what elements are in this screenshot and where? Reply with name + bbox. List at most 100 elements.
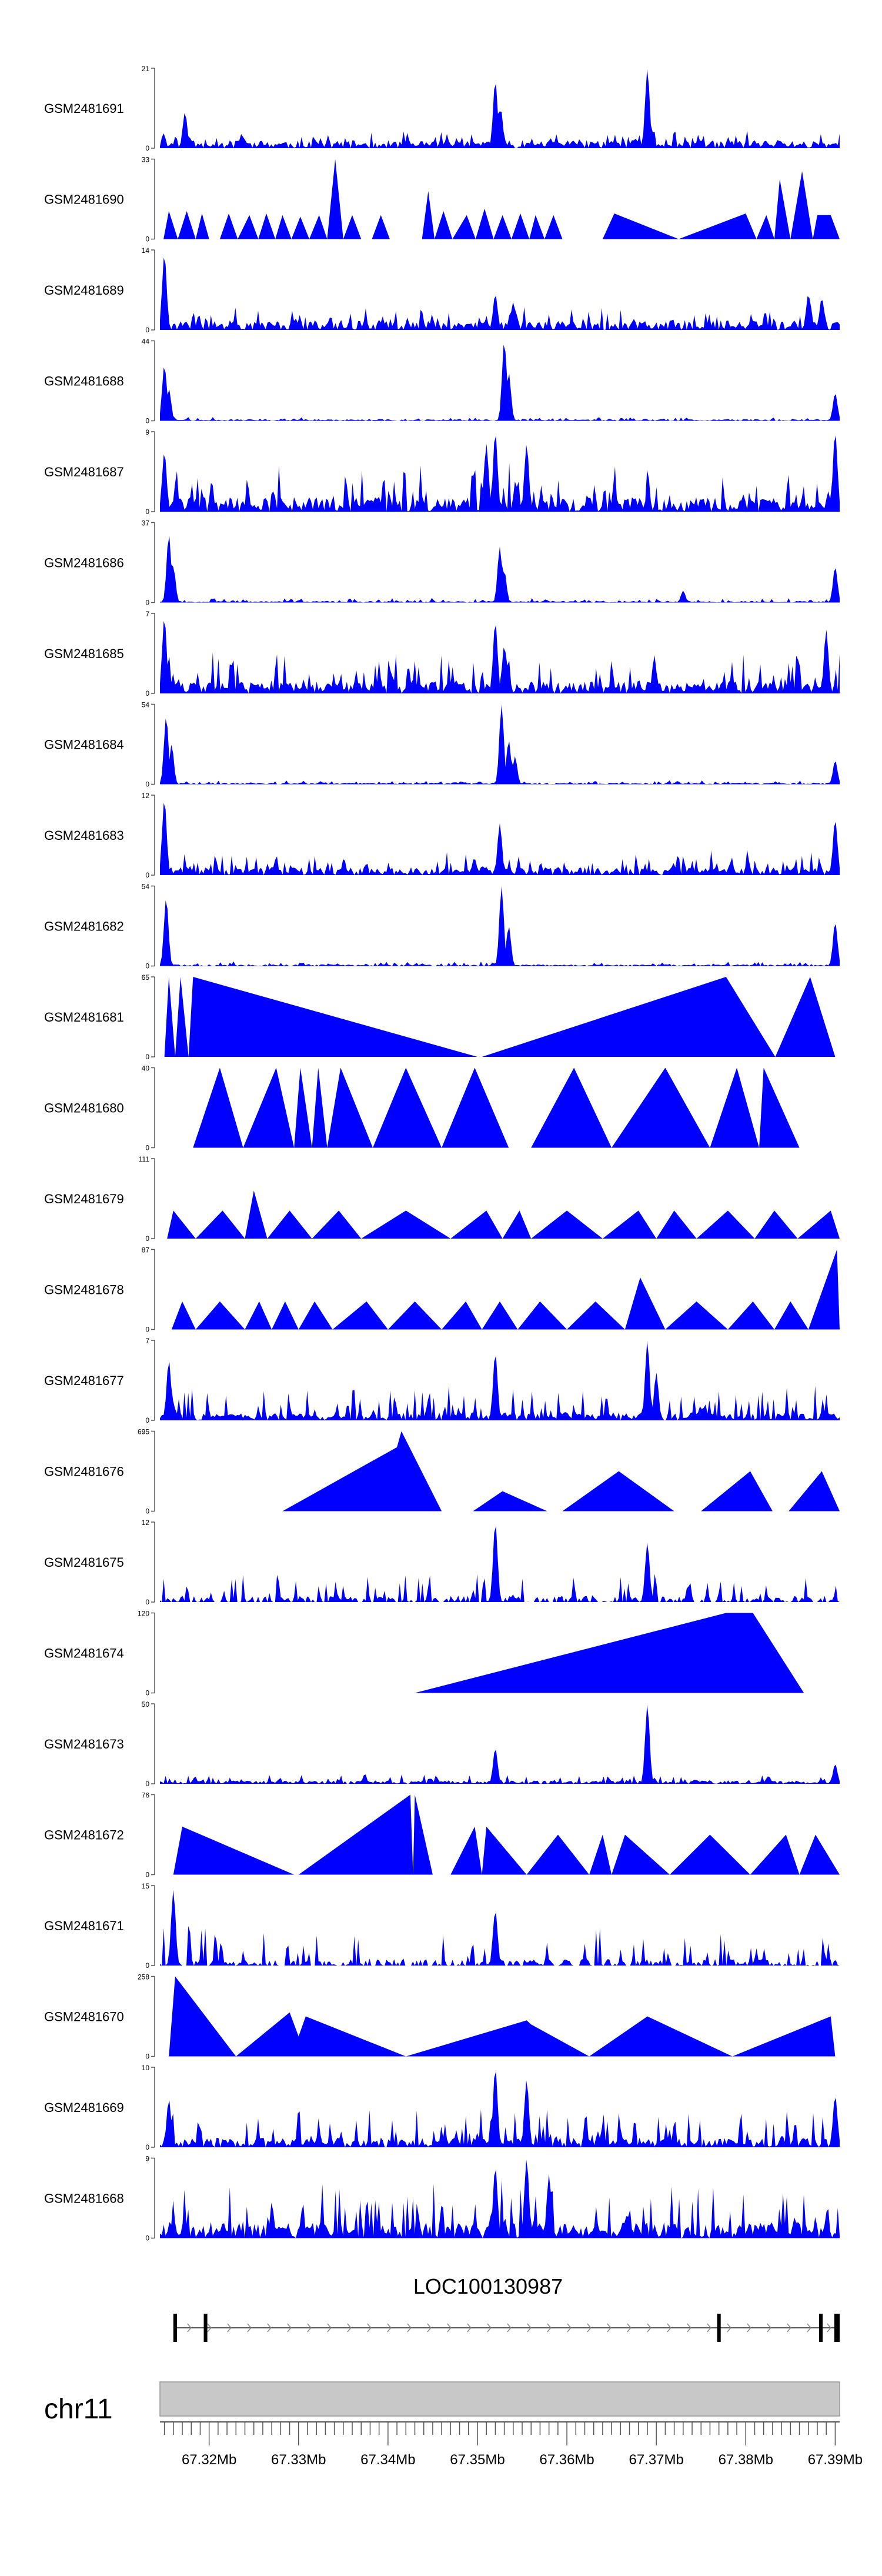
track-ymax-label: 76	[142, 1791, 150, 1800]
track-GSM2481681: GSM2481681 65 0	[44, 973, 836, 1061]
track-label: GSM2481680	[44, 1101, 124, 1116]
track-GSM2481682: GSM2481682 54 0	[44, 883, 840, 970]
strand-arrow	[487, 2323, 492, 2333]
strand-arrow	[507, 2323, 512, 2333]
track-label: GSM2481691	[44, 101, 124, 116]
track-GSM2481678: GSM2481678 87 0	[44, 1246, 840, 1334]
axis-tick-label: 67.37Mb	[629, 2452, 683, 2468]
track-ymax-label: 258	[138, 1973, 149, 1981]
track-GSM2481688: GSM2481688 44 0	[44, 338, 840, 425]
track-ymin-label: 0	[145, 144, 149, 152]
track-ymax-label: 37	[142, 519, 150, 528]
track-ymax-label: 12	[142, 792, 150, 800]
gene-annotation-track: LOC100130987	[173, 2274, 840, 2342]
track-ymax-label: 10	[142, 2064, 150, 2072]
track-GSM2481674: GSM2481674 120 0	[44, 1610, 804, 1697]
track-GSM2481691: GSM2481691 21 0	[44, 65, 840, 152]
chromosome-band	[159, 2381, 840, 2417]
track-label: GSM2481687	[44, 465, 124, 479]
gene-exon	[819, 2314, 823, 2342]
track-ymax-label: 33	[142, 156, 150, 164]
track-ymax-label: 7	[145, 1337, 149, 1345]
track-label: GSM2481671	[44, 1918, 124, 1933]
axis-tick-label: 67.36Mb	[539, 2452, 594, 2468]
coverage-area	[282, 1431, 840, 1511]
strand-arrow	[667, 2323, 671, 2333]
track-GSM2481690: GSM2481690 33 0	[44, 156, 840, 243]
track-GSM2481687: GSM2481687 9 0	[44, 428, 840, 516]
axis-tick-label: 67.34Mb	[360, 2452, 415, 2468]
track-label: GSM2481688	[44, 374, 124, 389]
track-ymax-label: 111	[139, 1155, 150, 1163]
track-GSM2481672: GSM2481672 76 0	[44, 1791, 840, 1879]
track-ymin-label: 0	[145, 599, 149, 607]
strand-arrow	[587, 2323, 592, 2333]
strand-arrow	[307, 2323, 312, 2333]
coverage-area	[171, 1249, 840, 1330]
strand-arrow	[367, 2323, 372, 2333]
strand-arrow	[727, 2323, 731, 2333]
track-label: GSM2481673	[44, 1737, 124, 1751]
track-GSM2481680: GSM2481680 40 0	[44, 1065, 800, 1152]
coverage-area	[160, 1704, 840, 1784]
strand-arrow	[187, 2323, 192, 2333]
track-ymin-label: 0	[145, 1144, 149, 1152]
track-ymin-label: 0	[145, 326, 149, 334]
track-ymax-label: 7	[145, 610, 149, 618]
genome-axis: 67.32Mb 67.33Mb 67.34Mb 67.35Mb 67.36Mb 67.37…	[160, 2421, 863, 2468]
track-ymin-label: 0	[145, 1053, 149, 1061]
track-ymax-label: 50	[142, 1700, 150, 1709]
coverage-area	[160, 2071, 840, 2147]
track-label: GSM2481672	[44, 1828, 124, 1843]
track-label: GSM2481681	[44, 1010, 124, 1025]
track-ymax-label: 44	[142, 338, 150, 346]
track-ymax-label: 14	[142, 246, 150, 255]
track-ymin-label: 0	[145, 2053, 149, 2061]
gene-name-label: LOC100130987	[413, 2274, 563, 2298]
track-GSM2481685: GSM2481685 7 0	[44, 610, 840, 698]
track-ymax-label: 15	[142, 1882, 150, 1890]
coverage-area	[173, 1794, 840, 1875]
axis-tick-label: 67.32Mb	[182, 2452, 236, 2468]
track-label: GSM2481677	[44, 1373, 124, 1388]
strand-arrow	[527, 2323, 532, 2333]
track-label: GSM2481678	[44, 1283, 124, 1297]
coverage-area	[160, 435, 840, 512]
track-ymin-label: 0	[145, 1326, 149, 1334]
track-GSM2481679: GSM2481679 111 0	[44, 1155, 840, 1243]
track-ymin-label: 0	[145, 689, 149, 698]
track-ymin-label: 0	[145, 1507, 149, 1516]
track-label: GSM2481684	[44, 738, 124, 752]
track-label: GSM2481685	[44, 646, 124, 661]
track-label: GSM2481674	[44, 1646, 124, 1661]
gene-exon	[717, 2314, 721, 2342]
track-ymin-label: 0	[145, 1871, 149, 1879]
track-ymin-label: 0	[145, 1780, 149, 1788]
coverage-area	[193, 1067, 800, 1148]
strand-arrow	[627, 2323, 632, 2333]
track-label: GSM2481669	[44, 2100, 124, 2115]
track-ymax-label: 54	[142, 883, 150, 891]
strand-arrow	[447, 2323, 452, 2333]
track-ymax-label: 9	[145, 2155, 149, 2163]
coverage-tracks: GSM2481691210GSM2481690330GSM2481689140G…	[44, 65, 840, 2243]
track-ymax-label: 40	[142, 1065, 150, 1073]
track-GSM2481683: GSM2481683 12 0	[44, 792, 840, 879]
coverage-area	[160, 803, 840, 875]
track-ymin-label: 0	[145, 2234, 149, 2243]
track-ymin-label: 0	[145, 1234, 149, 1243]
track-ymin-label: 0	[145, 235, 149, 243]
track-label: GSM2481690	[44, 192, 124, 207]
strand-arrow	[607, 2323, 612, 2333]
track-ymax-label: 87	[142, 1246, 150, 1254]
gene-exon	[834, 2314, 840, 2342]
track-ymax-label: 65	[142, 973, 150, 982]
coverage-area	[160, 536, 840, 603]
track-GSM2481689: GSM2481689 14 0	[44, 246, 840, 334]
coverage-area	[163, 159, 840, 239]
gene-exon	[173, 2314, 177, 2342]
track-ymin-label: 0	[145, 871, 149, 879]
track-GSM2481686: GSM2481686 37 0	[44, 519, 840, 607]
coverage-area	[160, 69, 840, 148]
track-GSM2481668: GSM2481668 9 0	[44, 2155, 840, 2243]
